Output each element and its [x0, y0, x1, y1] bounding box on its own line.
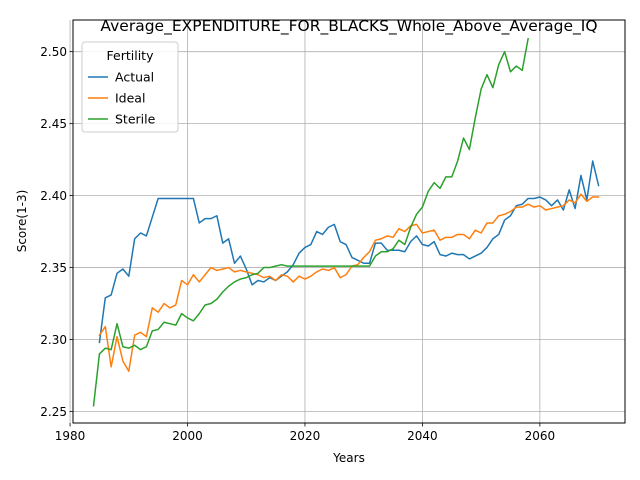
x-tick-label: 2020	[290, 429, 321, 443]
y-axis-label: Score(1-3)	[15, 190, 29, 253]
x-tick-label: 2040	[407, 429, 438, 443]
series-line-sterile	[92, 37, 529, 407]
y-tick-label: 2.35	[40, 261, 67, 275]
y-tick-label: 2.50	[40, 45, 67, 59]
chart-title: Average_EXPENDITURE_FOR_BLACKS_Whole_Abo…	[100, 17, 597, 36]
series-lines	[92, 37, 600, 407]
y-tick-label: 2.45	[40, 117, 67, 131]
x-tick-label: 2000	[172, 429, 203, 443]
series-line-ideal	[98, 193, 600, 372]
y-tick-label: 2.30	[40, 333, 67, 347]
legend: Fertility Actual Ideal Sterile	[81, 41, 179, 133]
axis-ticks: 1980 2000 2020 2040 2060 2.25 2.30 2.35 2.40 2.45…	[40, 45, 555, 443]
legend-label-sterile: Sterile	[115, 112, 156, 127]
x-tick-label: 1980	[55, 429, 86, 443]
x-tick-label: 2060	[525, 429, 556, 443]
plot-frame	[72, 19, 626, 424]
series-line-actual	[98, 160, 600, 344]
x-axis-label: Years	[332, 451, 365, 465]
legend-label-actual: Actual	[115, 70, 154, 85]
y-tick-label: 2.40	[40, 189, 67, 203]
legend-title: Fertility	[107, 48, 155, 63]
legend-label-ideal: Ideal	[115, 91, 145, 106]
y-tick-label: 2.25	[40, 405, 67, 419]
legend-box	[81, 41, 179, 133]
